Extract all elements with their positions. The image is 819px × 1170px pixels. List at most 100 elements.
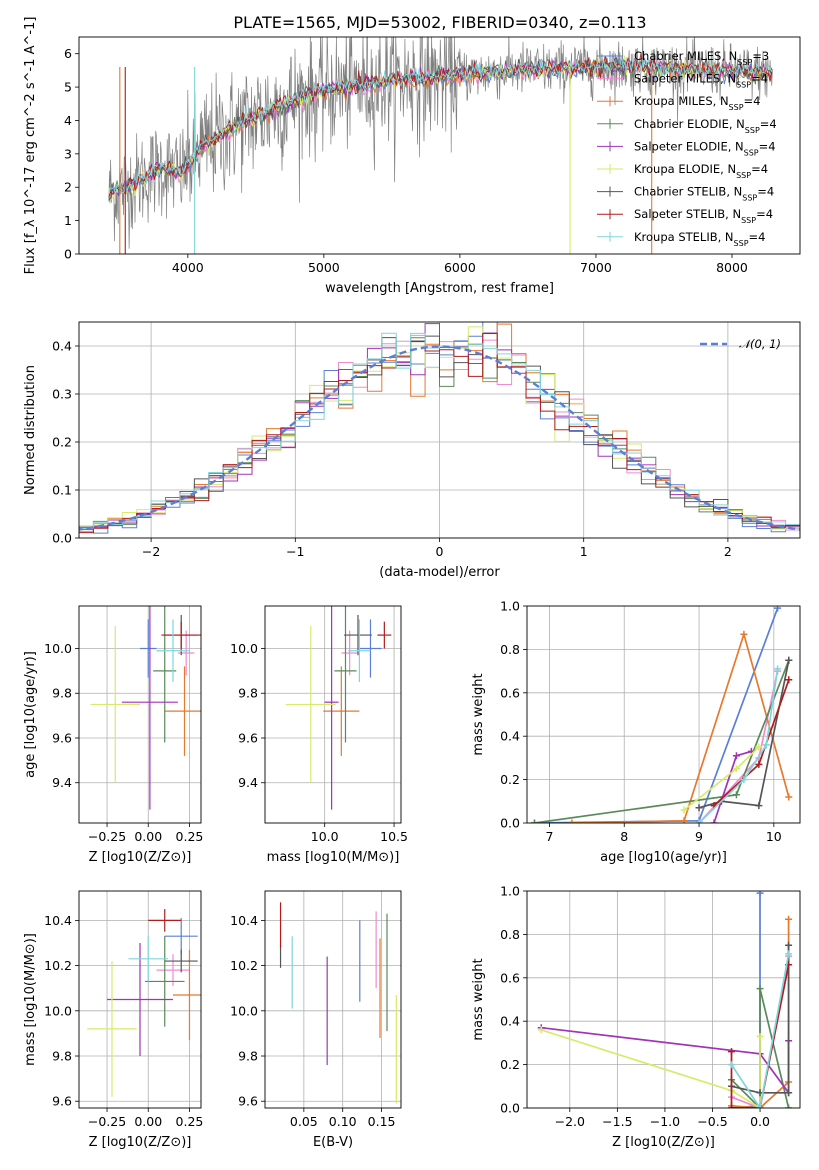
spectrum-plot-area (108, 37, 774, 254)
residuals-plot-area (79, 322, 800, 538)
legend-text: Chabrier STELIB, N (634, 185, 742, 199)
mass-weight-vs-Z-marker-kroupa-elodie (537, 1026, 545, 1034)
mass-vs-Z-plot-area (79, 891, 201, 1108)
spectrum-ytick-label: 0 (64, 247, 72, 262)
mass-vs-Z-ylabel: mass [log10(M/M⊙)] (23, 933, 38, 1066)
legend-label-kroupa-stelib: Kroupa STELIB, NSSP=4 (634, 230, 765, 248)
legend-text: Kroupa ELODIE, N (634, 162, 736, 176)
mass-weight-vs-age-plot-area (527, 606, 800, 823)
legend-label-salpeter-miles: Salpeter MILES, NSSP=4 (634, 72, 768, 90)
mass-weight-vs-age-ytick-label: 0.2 (500, 772, 520, 787)
legend-sub: SSP (744, 148, 759, 157)
mass-vs-Z-ytick-label: 10.0 (44, 1003, 72, 1018)
mass-vs-Z-xtick-label: 0.00 (134, 1114, 162, 1129)
spectrum-xtick-label: 6000 (444, 260, 476, 275)
legend-text: Kroupa MILES, N (634, 94, 729, 108)
age-vs-mass-ytick-label: 9.8 (238, 686, 258, 701)
mass-weight-vs-age-axes: 7 8 9 10 0.0 0.2 0.4 0.6 0.8 1.0 age [log10(age/yr… (471, 599, 801, 865)
legend-tail: =4 (749, 230, 766, 244)
mass-vs-ebv-xtick-label: 0.10 (329, 1114, 357, 1129)
mass-vs-ebv-ytick-label: 10.2 (230, 958, 258, 973)
mass-weight-vs-age-marker-kroupa-elodie (755, 743, 763, 751)
age-vs-Z-plot-area (79, 606, 201, 823)
mass-weight-vs-Z-ytick-label: 0.0 (500, 1101, 520, 1116)
residuals-xtick-label: 2 (724, 544, 732, 559)
mass-weight-vs-Z-xtick-label: −2.0 (555, 1114, 585, 1129)
mass-weight-vs-Z-marker-salpeter-stelib (728, 1104, 736, 1108)
normal-reference-curve (79, 345, 800, 531)
mass-weight-vs-age-marker-chabrier-elodie (530, 819, 538, 823)
spectrum-ylabel: Flux [f_λ 10^-17 erg cm^-2 s^-1 A^-1] (23, 17, 38, 275)
mass-vs-ebv-ytick-label: 9.6 (238, 1094, 258, 1109)
mass-vs-Z-ytick-label: 10.4 (44, 913, 72, 928)
age-vs-Z-xlabel: Z [log10(Z/Z⊙)] (89, 850, 192, 865)
legend-sub: SSP (737, 58, 752, 67)
mass-weight-vs-Z-marker-kroupa-stelib (728, 1061, 736, 1069)
mass-weight-vs-age-marker-kroupa-stelib (695, 819, 703, 823)
mass-weight-vs-age-marker-kroupa-miles (785, 793, 793, 801)
mass-weight-vs-age-line-kroupa-miles (571, 631, 790, 823)
age-vs-mass-xtick-label: 10.5 (380, 829, 408, 844)
legend-tail: =4 (760, 117, 777, 131)
legend-tail: =4 (751, 72, 768, 86)
residuals-ytick-label: 0.2 (52, 435, 72, 450)
age-vs-mass-axes: 10.0 10.5 9.4 9.6 9.8 10.0 mass [log10(M/M⊙)] (230, 605, 408, 865)
age-vs-Z-ytick-label: 10.0 (44, 641, 72, 656)
spectrum-xtick-label: 5000 (308, 260, 340, 275)
age-vs-Z-axes: −0.25 0.00 0.25 9.4 9.6 9.8 10.0 Z [log10(Z/Z⊙)… (23, 605, 203, 865)
age-vs-mass-ytick-label: 10.0 (230, 641, 258, 656)
mass-weight-vs-Z-ytick-label: 0.2 (500, 1057, 520, 1072)
mass-weight-vs-Z-marker-chabrier-elodie (785, 1104, 793, 1108)
age-vs-mass-xtick-label: 10.0 (311, 829, 339, 844)
mass-weight-vs-Z-axes: −2.0 −1.5 −1.0 −0.5 0.0 0.0 0.2 0.4 0.6 0.8 1.0 Z [… (471, 884, 801, 1150)
mass-weight-vs-age-marker-salpeter-elodie (732, 752, 740, 760)
spectrum-ytick-label: 6 (64, 46, 72, 61)
spectrum-xtick-label: 8000 (716, 260, 748, 275)
residuals-xlabel: (data-model)/error (379, 565, 500, 580)
mass-weight-vs-Z-marker-chabrier-elodie (756, 985, 764, 993)
mass-weight-vs-age-marker-salpeter-stelib (755, 760, 763, 768)
mass-weight-vs-age-xtick-label: 7 (545, 829, 553, 844)
mass-vs-Z-ytick-label: 10.2 (44, 958, 72, 973)
mass-weight-vs-age-marker-kroupa-miles (568, 819, 576, 823)
mass-weight-vs-age-marker-kroupa-miles (740, 630, 748, 638)
mass-weight-vs-Z-marker-kroupa-elodie (756, 1032, 764, 1040)
age-vs-Z-ytick-label: 9.4 (52, 775, 72, 790)
mass-weight-vs-age-ytick-label: 0.6 (500, 685, 520, 700)
spectrum-ytick-label: 5 (64, 80, 72, 95)
mass-weight-vs-age-marker-chabrier-stelib (695, 804, 703, 812)
spectrum-ytick-label: 3 (64, 146, 72, 161)
residuals-xtick-label: −2 (142, 544, 160, 559)
age-vs-Z-frame (78, 605, 202, 824)
mass-vs-ebv-frame (264, 890, 402, 1109)
mass-weight-vs-age-marker-kroupa-stelib (774, 665, 782, 673)
mass-weight-vs-Z-xtick-label: −0.5 (697, 1114, 727, 1129)
spectrum-model-kroupa-stelib (108, 56, 773, 196)
legend-text: Chabrier MILES, N (634, 49, 737, 63)
mass-vs-ebv-xtick-label: 0.05 (290, 1114, 318, 1129)
mass-weight-vs-Z-marker-kroupa-stelib (785, 950, 793, 958)
spectrum-axes: 4000 5000 6000 7000 8000 0 1 2 3 4 5 6 wavelength [A… (23, 17, 801, 296)
mass-weight-vs-Z-line-chabrier-miles (731, 893, 761, 1108)
age-vs-Z-ytick-label: 9.6 (52, 730, 72, 745)
mass-weight-vs-Z-marker-kroupa-stelib (756, 1104, 764, 1108)
mass-weight-vs-Z-marker-chabrier-stelib (785, 1089, 793, 1097)
residuals-xtick-label: −1 (286, 544, 304, 559)
mass-weight-vs-Z-ytick-label: 0.6 (500, 970, 520, 985)
mass-weight-vs-age-marker-kroupa-miles (680, 817, 688, 823)
mass-weight-vs-Z-line-kroupa-elodie (541, 1029, 761, 1108)
legend-text: Kroupa STELIB, N (634, 230, 734, 244)
mass-weight-vs-age-line-chabrier-elodie (534, 659, 790, 823)
mass-weight-vs-Z-xtick-label: −1.0 (650, 1114, 680, 1129)
legend-sub: SSP (734, 238, 749, 247)
legend-tail: =4 (759, 139, 776, 153)
legend-sub: SSP (729, 103, 744, 112)
residuals-xtick-label: 1 (580, 544, 588, 559)
mass-weight-vs-age-ytick-label: 1.0 (500, 599, 520, 614)
mass-weight-vs-age-ytick-label: 0.0 (500, 816, 520, 831)
mass-vs-ebv-plot-area (265, 891, 401, 1108)
spectrum-frame (78, 36, 801, 255)
legend-label-salpeter-stelib: Salpeter STELIB, NSSP=4 (634, 207, 773, 225)
age-vs-Z-xtick-label: 0.00 (134, 829, 162, 844)
mass-weight-vs-age-marker-kroupa-stelib (740, 776, 748, 784)
